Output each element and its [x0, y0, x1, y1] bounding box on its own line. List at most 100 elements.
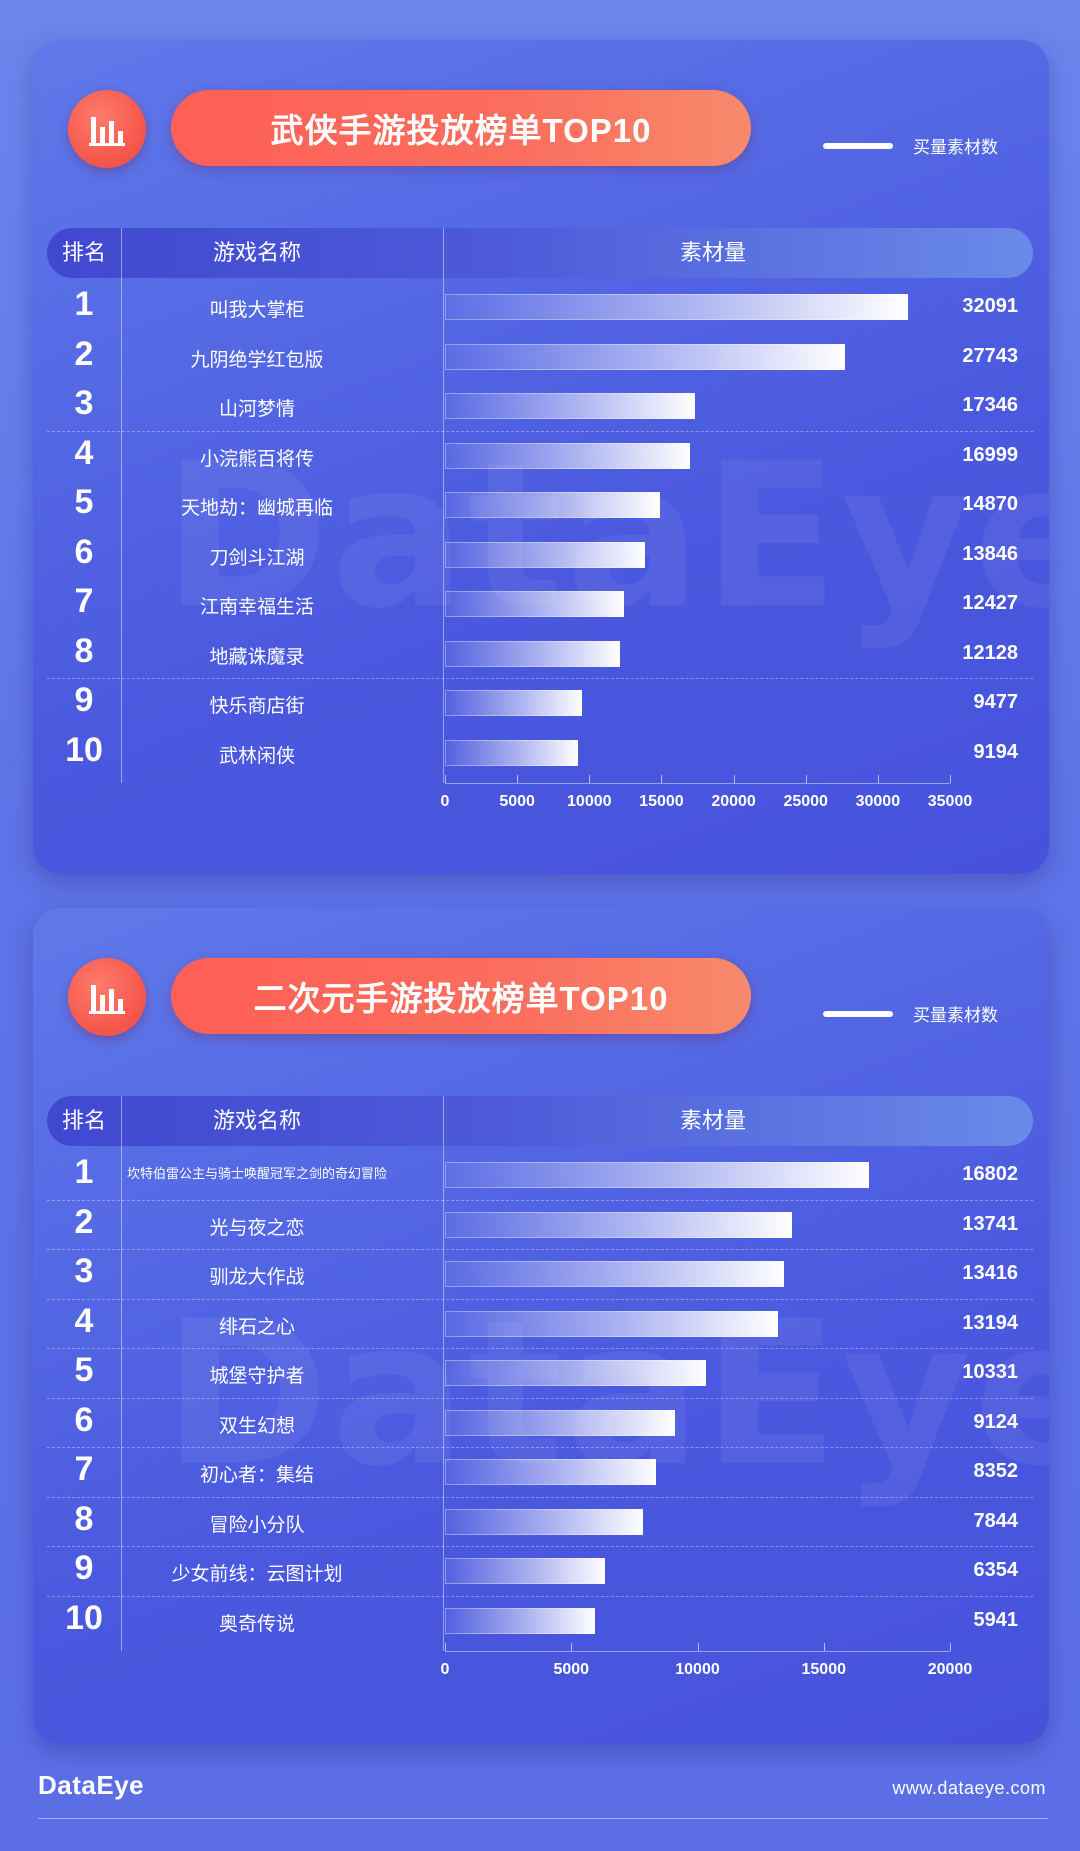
- game-name: 地藏诛魔录: [209, 646, 305, 668]
- x-tick-label: 15000: [801, 1660, 847, 1678]
- data-label: 27743: [962, 344, 1018, 367]
- chart-title: 武侠手游投放榜单TOP10: [171, 90, 751, 166]
- axis-line: [443, 228, 444, 783]
- rank-number: 3: [74, 1252, 94, 1290]
- game-name: 九阴绝学红包版: [190, 349, 324, 371]
- x-tick: [445, 1642, 446, 1651]
- x-tick: [661, 774, 663, 783]
- rank-number: 1: [74, 285, 94, 323]
- rank-number: 4: [74, 1301, 94, 1340]
- chart-title: 二次元手游投放榜单TOP10: [171, 958, 751, 1034]
- rank-number: 8: [74, 1499, 94, 1538]
- rank-number: 10: [65, 1598, 103, 1637]
- bar-mark: [445, 393, 696, 419]
- x-tick: [571, 1642, 573, 1651]
- rank-number: 5: [74, 483, 94, 521]
- footer-url[interactable]: www.dataeye.com: [892, 1778, 1046, 1798]
- game-name: 奥奇传说: [218, 1613, 295, 1635]
- row-separator: [47, 1397, 1033, 1399]
- header-name: 游戏名称: [212, 1108, 301, 1133]
- data-label: 13194: [962, 1311, 1018, 1334]
- x-tick-label: 30000: [855, 792, 901, 810]
- data-label: 13416: [962, 1262, 1018, 1284]
- bar-mark: [445, 492, 660, 518]
- data-label: 9477: [973, 691, 1019, 713]
- data-label: 10331: [962, 1361, 1018, 1383]
- row-separator: [47, 1496, 1033, 1498]
- rank-number: 4: [74, 433, 94, 472]
- bar-mark: [445, 1310, 779, 1337]
- axis-line: [443, 1096, 444, 1651]
- x-tick-label: 25000: [783, 792, 828, 810]
- game-name: 武林闲侠: [218, 745, 295, 767]
- footer-divider: [38, 1818, 1048, 1819]
- bar-mark: [445, 294, 909, 320]
- game-name: 天地劫：幽城再临: [180, 498, 333, 519]
- game-name: 城堡守护者: [209, 1366, 305, 1387]
- table-header: 排名 游戏名称 素材量: [47, 1096, 1033, 1146]
- x-tick: [589, 774, 591, 783]
- x-tick: [877, 774, 879, 783]
- data-label: 7844: [973, 1509, 1019, 1532]
- column-divider: [121, 1096, 122, 1651]
- rank-number: 9: [74, 681, 94, 719]
- bar-mark: [445, 739, 578, 766]
- chart-panel-wuxia: DataEye 武侠手游投放榜单TOP10 买量素材数 排名 游戏名称 素材量 …: [33, 40, 1049, 874]
- game-name: 绯石之心: [218, 1316, 295, 1338]
- bar-mark: [445, 1558, 606, 1584]
- header-name: 游戏名称: [212, 240, 301, 265]
- game-name: 冒险小分队: [209, 1514, 305, 1536]
- bar-mark: [445, 1508, 644, 1535]
- x-tick: [445, 774, 446, 783]
- bar-mark: [445, 591, 625, 617]
- rank-number: 5: [74, 1351, 94, 1389]
- game-name: 双生幻想: [218, 1415, 295, 1437]
- game-name: 刀剑斗江湖: [209, 547, 305, 569]
- x-tick-label: 10000: [567, 792, 612, 810]
- row-separator: [47, 1447, 1033, 1449]
- x-axis: [445, 782, 950, 784]
- row-separator: [47, 1298, 1033, 1300]
- x-tick-label: 20000: [927, 1660, 973, 1678]
- x-tick-label: 5000: [553, 1660, 590, 1678]
- data-label: 12427: [962, 592, 1018, 614]
- x-axis: [445, 1650, 950, 1652]
- row-separator: [47, 430, 1033, 432]
- rank-number: 2: [74, 1202, 94, 1241]
- bar-chart-icon: [68, 958, 146, 1036]
- header-value: 素材量: [679, 1108, 746, 1133]
- game-name: 山河梦情: [218, 399, 295, 420]
- game-name: 初心者：集结: [199, 1465, 314, 1486]
- game-name: 坎特伯雷公主与骑士唤醒冠军之剑的奇幻冒险: [126, 1166, 387, 1181]
- bar-mark: [445, 1607, 595, 1634]
- header-value: 素材量: [679, 240, 746, 265]
- data-label: 17346: [962, 394, 1018, 416]
- bar-mark: [445, 1261, 784, 1287]
- rank-number: 9: [74, 1549, 94, 1587]
- game-name: 江南幸福生活: [199, 597, 314, 618]
- x-tick-label: 5000: [499, 792, 535, 810]
- column-divider: [121, 228, 122, 783]
- rank-number: 10: [65, 730, 103, 769]
- bar-mark: [445, 640, 620, 667]
- data-label: 6354: [973, 1559, 1019, 1581]
- footer-logo: DataEye: [38, 1770, 145, 1800]
- bar-mark: [445, 1409, 676, 1436]
- rank-number: 8: [74, 631, 94, 670]
- header-rank: 排名: [61, 1108, 106, 1133]
- bar-mark: [445, 690, 582, 716]
- row-separator: [47, 1595, 1033, 1597]
- legend-label: 买量素材数: [913, 1006, 998, 1025]
- data-label: 12128: [962, 641, 1018, 664]
- rank-number: 6: [74, 1400, 94, 1439]
- game-name: 叫我大掌柜: [209, 300, 305, 321]
- x-tick: [733, 774, 735, 783]
- row-separator: [47, 678, 1033, 680]
- data-label: 5941: [973, 1608, 1019, 1631]
- legend: 买量素材数: [823, 1001, 998, 1026]
- bar-mark: [445, 1162, 870, 1188]
- game-name: 快乐商店街: [209, 696, 305, 717]
- data-label: 13741: [962, 1212, 1018, 1235]
- x-tick: [950, 774, 951, 783]
- bar-mark: [445, 541, 645, 568]
